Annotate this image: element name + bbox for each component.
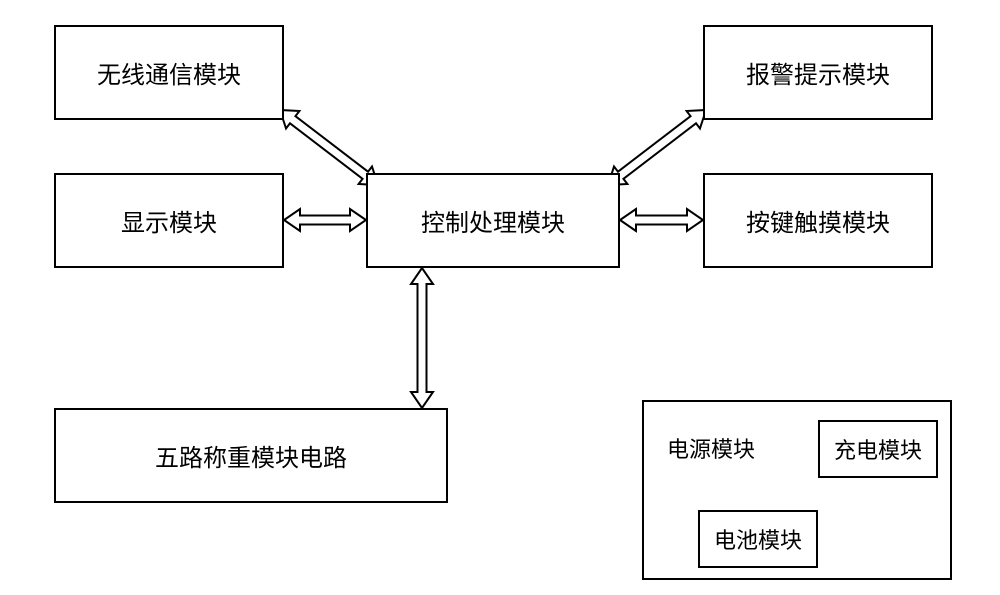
node-touch: 按键触摸模块	[703, 173, 933, 268]
node-control-label: 控制处理模块	[421, 203, 565, 238]
node-battery: 电池模块	[698, 510, 818, 568]
node-display-label: 显示模块	[121, 203, 217, 238]
node-charge: 充电模块	[818, 420, 938, 478]
node-weigh: 五路称重模块电路	[54, 408, 448, 503]
node-alarm-label: 报警提示模块	[746, 55, 890, 90]
node-battery-label: 电池模块	[714, 523, 802, 555]
node-touch-label: 按键触摸模块	[746, 203, 890, 238]
node-display: 显示模块	[54, 173, 284, 268]
node-alarm: 报警提示模块	[703, 25, 933, 120]
node-wireless: 无线通信模块	[54, 25, 284, 120]
container-power-label: 电源模块	[667, 432, 755, 464]
diagram-canvas: 无线通信模块 显示模块 控制处理模块 报警提示模块 按键触摸模块 五路称重模块电…	[0, 0, 1000, 595]
node-wireless-label: 无线通信模块	[97, 55, 241, 90]
node-charge-label: 充电模块	[834, 433, 922, 465]
node-weigh-label: 五路称重模块电路	[155, 438, 347, 473]
node-control: 控制处理模块	[366, 173, 620, 268]
